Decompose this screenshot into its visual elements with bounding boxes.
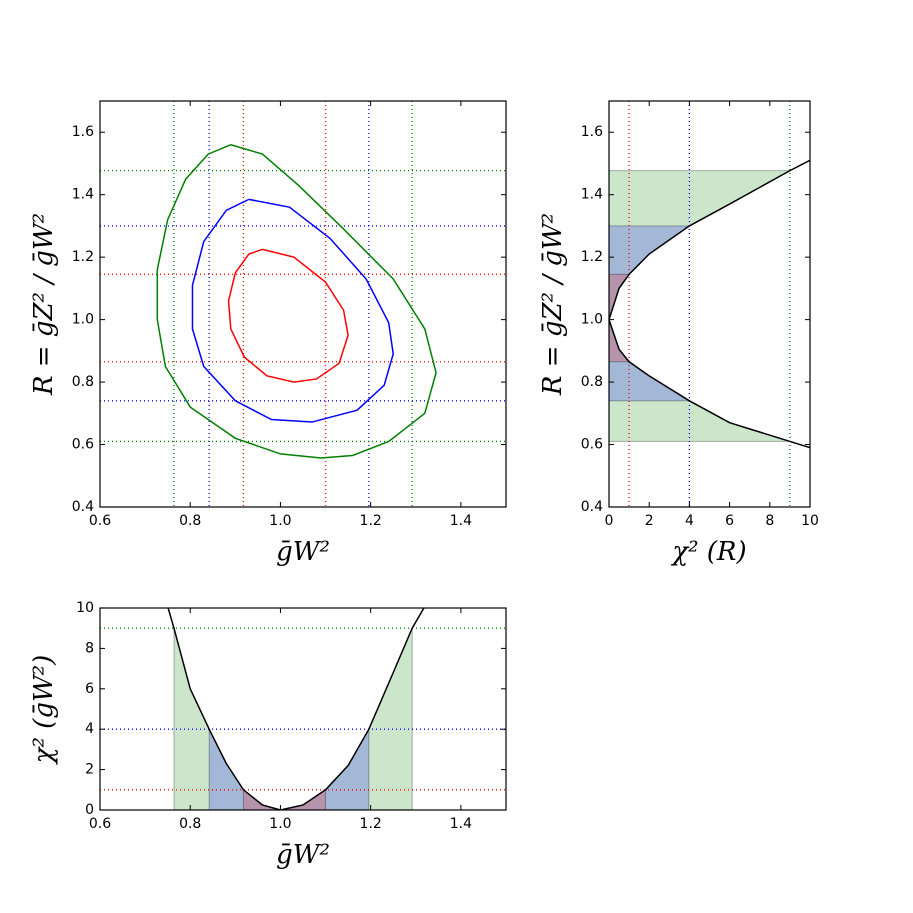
band — [609, 273, 810, 363]
axes-frame — [99, 607, 507, 811]
y-tick-label: 0.8 — [581, 374, 603, 390]
x-tick-label: 0.6 — [89, 513, 111, 529]
y-tick-label: 6 — [85, 681, 94, 697]
x-tick-label: 0.6 — [89, 816, 111, 832]
y-axis-label: χ² (ḡW²) — [29, 655, 59, 766]
y-tick-label: 0.6 — [72, 437, 94, 453]
y-tick-label: 1.6 — [72, 124, 94, 140]
contour — [191, 198, 394, 423]
y-tick-label: 4 — [85, 721, 94, 737]
subplot: 0.6 0.8 1.0 1.2 1.40.40.60.81.01.21.41.6ḡW²R… — [29, 100, 507, 567]
curve — [167, 608, 425, 810]
curve — [609, 159, 810, 449]
x-tick-label: 0.8 — [179, 816, 201, 832]
y-tick-label: 1.2 — [581, 249, 603, 265]
subplot: 0.6 0.8 1.0 1.2 1.4 0 2 4 6 8 10 ḡW² χ² (ḡW²) — [29, 600, 507, 870]
x-tick-label: 0.8 — [179, 513, 201, 529]
y-tick-label: 8 — [85, 640, 94, 656]
y-tick-label: 0 — [85, 802, 94, 818]
y-tick-label: 1.2 — [72, 249, 94, 265]
plot-area — [609, 101, 810, 507]
contour — [156, 144, 437, 459]
axes-frame — [608, 100, 811, 508]
x-tick-label: 1.0 — [269, 513, 291, 529]
plot-area — [100, 101, 506, 507]
x-tick-label: 8 — [765, 513, 774, 529]
y-tick-label: 1.0 — [581, 312, 603, 328]
y-tick-label: 0.8 — [72, 374, 94, 390]
y-tick-label: 1.4 — [72, 187, 94, 203]
x-tick-label: 1.4 — [450, 513, 472, 529]
x-tick-label: 1.2 — [360, 513, 382, 529]
y-tick-label: 1.0 — [72, 312, 94, 328]
contour — [227, 248, 349, 383]
x-tick-label: 6 — [725, 513, 734, 529]
x-tick-label: 1.2 — [360, 816, 382, 832]
x-axis-label: ḡW² — [276, 537, 330, 567]
x-axis-label: ḡW² — [276, 840, 330, 870]
plot-area — [100, 608, 506, 810]
y-tick-label: 1.4 — [581, 187, 603, 203]
y-tick-label: 0.4 — [72, 499, 94, 515]
y-tick-label: 0.4 — [581, 499, 603, 515]
bands — [173, 608, 413, 810]
band — [609, 225, 810, 402]
x-tick-label: 1.4 — [450, 816, 472, 832]
y-axis-label: R = ḡZ² / ḡW² — [29, 213, 59, 396]
y-tick-label: 1.6 — [581, 124, 603, 140]
x-tick-label: 2 — [645, 513, 654, 529]
x-tick-label: 1.0 — [269, 816, 291, 832]
subplot: 0 2 4 6 8 10 0.4 0.6 0.8 1.0 1.2 1.4 1.6 χ² (R) R = ḡZ… — [538, 100, 819, 567]
x-tick-label: 4 — [685, 513, 694, 529]
bands — [609, 170, 810, 442]
y-tick-label: 0.6 — [581, 437, 603, 453]
x-tick-label: 10 — [801, 513, 819, 529]
x-axis-label: χ² (R) — [670, 537, 746, 567]
y-tick-label: 2 — [85, 762, 94, 778]
axes-frame — [99, 100, 507, 508]
band — [242, 608, 327, 810]
y-axis-label: R = ḡZ² / ḡW² — [538, 213, 568, 396]
band — [208, 608, 370, 810]
y-tick-label: 10 — [76, 600, 94, 616]
x-tick-label: 0 — [605, 513, 614, 529]
